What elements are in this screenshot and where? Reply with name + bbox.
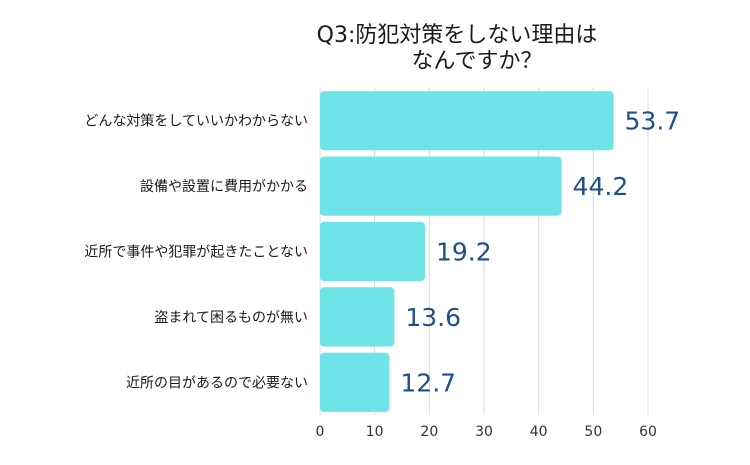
chart-title-line-2: なんですか？ bbox=[412, 49, 543, 74]
category-label: 近所で事件や犯罪が起きたことない bbox=[84, 245, 308, 261]
category-label: 盗まれて困るものが無い bbox=[154, 310, 308, 326]
data-label: 13.6 bbox=[405, 303, 461, 332]
category-label: 近所の目があるので必要ない bbox=[126, 375, 308, 391]
bar bbox=[320, 287, 395, 347]
chart-title-line-1: Q3:防犯対策をしない理由は bbox=[317, 23, 598, 48]
labels: 0 10 20 30 40 50 60 どんな対策をしていいかわからない 53.7 設備や設置に費… bbox=[84, 107, 680, 440]
bar bbox=[320, 156, 562, 216]
bars bbox=[320, 91, 614, 412]
x-tick-label: 50 bbox=[584, 424, 602, 440]
bar bbox=[320, 221, 425, 282]
x-tick-label: 0 bbox=[316, 424, 325, 440]
x-tick-label: 20 bbox=[420, 424, 438, 440]
x-tick-label: 40 bbox=[530, 424, 548, 440]
data-label: 44.2 bbox=[573, 172, 629, 201]
category-label: どんな対策をしていいかわからない bbox=[84, 113, 308, 130]
x-tick-label: 60 bbox=[639, 424, 657, 440]
data-label: 12.7 bbox=[400, 368, 456, 397]
bar bbox=[320, 91, 614, 151]
category-label: 設備や設置に費用がかかる bbox=[140, 179, 308, 195]
data-label: 19.2 bbox=[436, 238, 492, 267]
x-tick-label: 30 bbox=[475, 424, 493, 440]
x-tick-label: 10 bbox=[366, 424, 384, 440]
bar bbox=[320, 352, 390, 412]
data-label: 53.7 bbox=[625, 107, 681, 136]
